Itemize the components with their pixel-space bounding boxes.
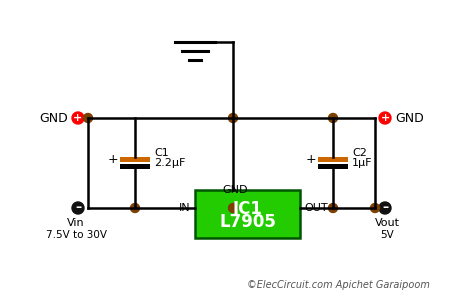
Text: GND: GND (39, 113, 68, 126)
Text: ©ElecCircuit.com Apichet Garaipoom: ©ElecCircuit.com Apichet Garaipoom (247, 280, 430, 290)
Text: Vin: Vin (67, 218, 85, 228)
Text: –: – (75, 201, 81, 214)
Text: 7.5V to 30V: 7.5V to 30V (45, 230, 107, 240)
Text: GND: GND (222, 185, 248, 195)
Text: 2.2μF: 2.2μF (154, 159, 185, 169)
Bar (318, 164, 348, 169)
Text: OUT: OUT (304, 203, 328, 213)
Bar (120, 164, 150, 169)
Circle shape (229, 114, 238, 123)
Text: +: + (108, 153, 118, 166)
Circle shape (130, 204, 140, 213)
Circle shape (328, 114, 338, 123)
Circle shape (72, 112, 84, 124)
Circle shape (328, 204, 338, 213)
Text: IN: IN (180, 203, 191, 213)
Text: L7905: L7905 (219, 213, 276, 231)
Circle shape (370, 204, 379, 213)
Bar (120, 157, 150, 162)
Text: +: + (306, 153, 316, 166)
Bar (318, 157, 348, 162)
Text: C1: C1 (154, 147, 169, 158)
Circle shape (379, 202, 391, 214)
Text: GND: GND (395, 113, 424, 126)
Circle shape (229, 204, 238, 213)
Circle shape (379, 112, 391, 124)
Circle shape (72, 202, 84, 214)
Circle shape (84, 114, 93, 123)
Text: 5V: 5V (380, 230, 394, 240)
Bar (195, 190, 300, 238)
Text: IC1: IC1 (233, 200, 262, 218)
Text: C2: C2 (352, 147, 367, 158)
Text: Vout: Vout (374, 218, 400, 228)
Text: +: + (73, 113, 83, 123)
Text: 1μF: 1μF (352, 159, 373, 169)
Text: +: + (380, 113, 390, 123)
Text: –: – (382, 201, 388, 214)
